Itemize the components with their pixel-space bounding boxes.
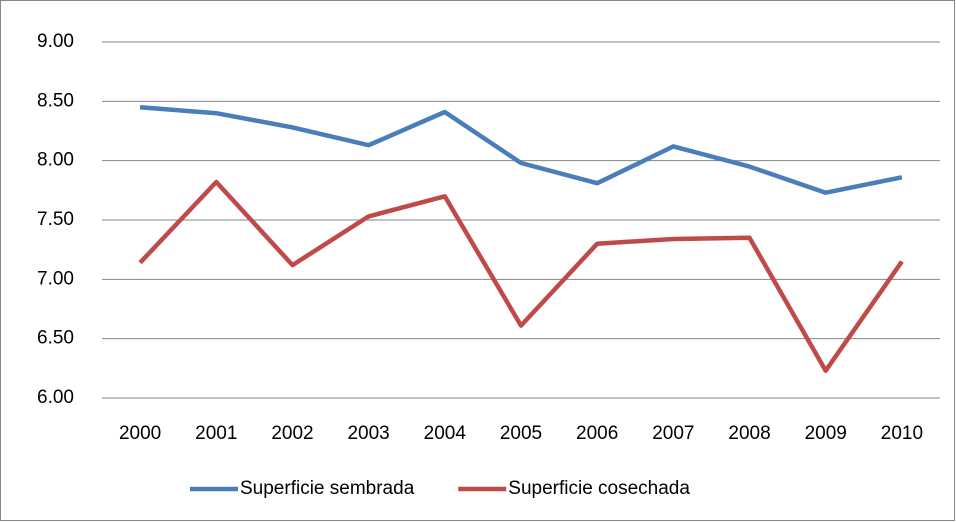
x-tick-label: 2006	[576, 423, 618, 444]
x-tick-label: 2003	[347, 423, 389, 444]
x-tick-label: 2002	[271, 423, 313, 444]
x-tick-label: 2005	[500, 423, 542, 444]
x-tick-label: 2000	[119, 423, 161, 444]
y-tick-label: 9.00	[37, 31, 74, 52]
y-tick-label: 8.50	[37, 90, 74, 111]
y-tick-label: 7.50	[37, 209, 74, 230]
x-tick-label: 2009	[805, 423, 847, 444]
y-tick-label: 6.50	[37, 328, 74, 349]
series-line	[139, 105, 903, 195]
y-tick-label: 6.00	[37, 387, 74, 408]
x-tick-label: 2004	[424, 423, 467, 444]
series-line	[138, 179, 904, 373]
y-tick-label: 7.00	[37, 268, 74, 289]
x-tick-label: 2010	[881, 423, 923, 444]
legend-label: Superficie cosechada	[508, 478, 690, 499]
x-tick-label: 2007	[652, 423, 694, 444]
x-tick-label: 2001	[195, 423, 237, 444]
legend-label: Superficie sembrada	[240, 478, 415, 499]
y-tick-label: 8.00	[37, 150, 74, 171]
x-tick-label: 2008	[728, 423, 770, 444]
